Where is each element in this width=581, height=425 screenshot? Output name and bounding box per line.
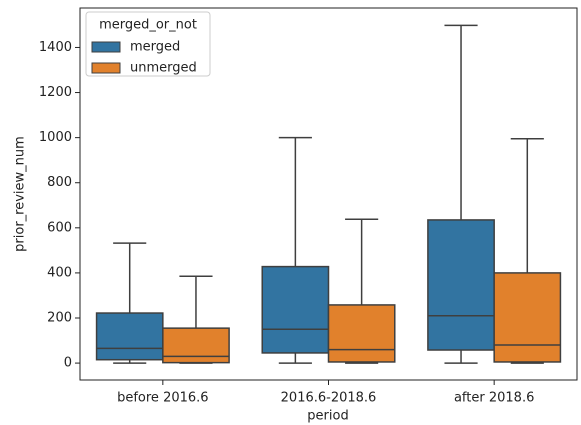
y-tick-label: 200 (47, 311, 72, 326)
box (493, 272, 562, 363)
y-tick-label: 600 (47, 220, 72, 235)
legend-label: merged (130, 40, 180, 55)
legend-box (85, 11, 211, 77)
box (162, 327, 230, 364)
x-tick-label: after 2018.6 (454, 391, 534, 406)
legend-swatch (91, 62, 121, 74)
box (95, 312, 164, 361)
plot-frame (79, 7, 578, 381)
y-tick-label: 1400 (39, 40, 72, 55)
x-tick-label: 2016.6-2018.6 (281, 391, 377, 406)
y-tick-label: 0 (64, 356, 72, 371)
legend-title: merged_or_not (99, 18, 197, 33)
box (261, 265, 330, 354)
box (327, 304, 396, 363)
y-tick-label: 1200 (39, 85, 72, 100)
y-tick-label: 400 (47, 265, 72, 280)
y-axis-label: prior_review_num (13, 136, 28, 252)
legend-swatch (91, 41, 121, 53)
y-tick-label: 1000 (39, 130, 72, 145)
legend-label: unmerged (130, 61, 197, 76)
box (427, 219, 495, 351)
x-tick-label: before 2016.6 (117, 391, 208, 406)
y-tick-label: 800 (47, 175, 72, 190)
x-axis-label: period (307, 409, 348, 424)
